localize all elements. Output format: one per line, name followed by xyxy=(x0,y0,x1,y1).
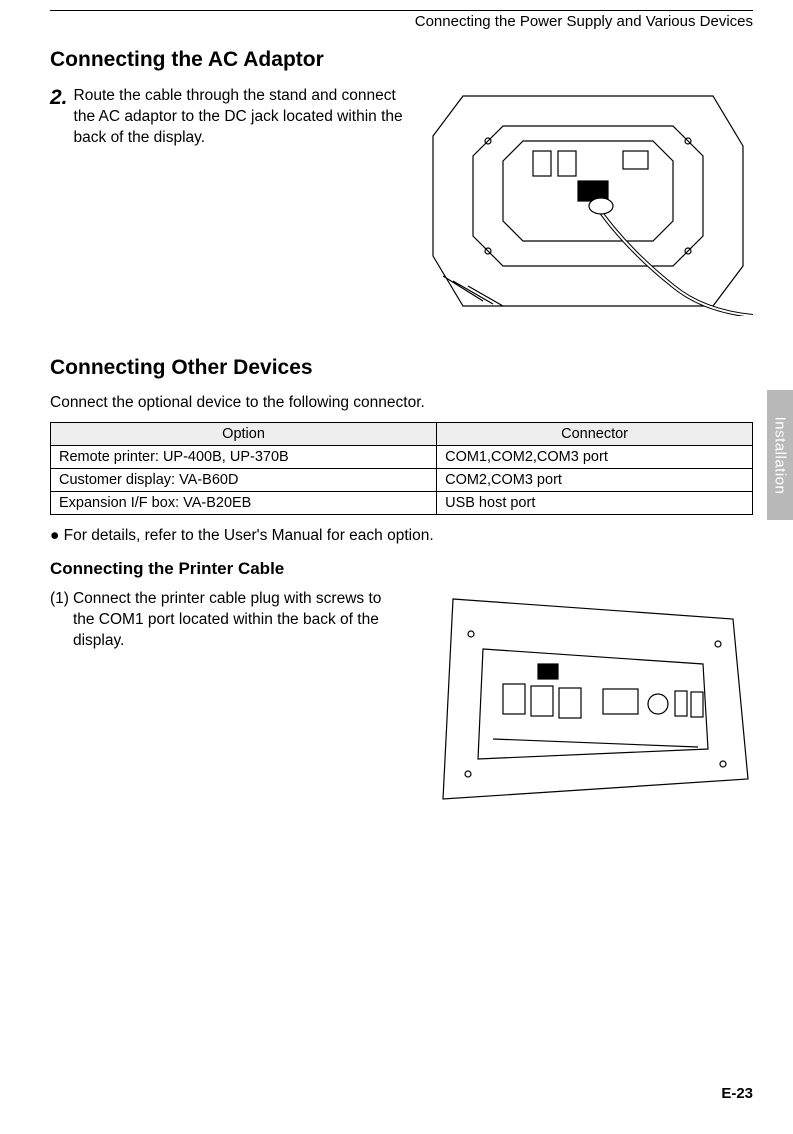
section-title-other-devices: Connecting Other Devices xyxy=(50,356,753,380)
table-row: Remote printer: UP-400B, UP-370B COM1,CO… xyxy=(51,446,753,469)
step-body: Route the cable through the stand and co… xyxy=(74,86,405,149)
printer-cable-step: (1) Connect the printer cable plug with … xyxy=(50,589,753,809)
step-number: 2. xyxy=(50,86,68,109)
table-cell: COM1,COM2,COM3 port xyxy=(437,446,753,469)
ac-adaptor-step: 2. Route the cable through the stand and… xyxy=(50,86,753,316)
figure-printer-cable xyxy=(423,589,753,809)
table-cell: COM2,COM3 port xyxy=(437,469,753,492)
header-breadcrumb: Connecting the Power Supply and Various … xyxy=(50,13,753,30)
step-text-block: 2. Route the cable through the stand and… xyxy=(50,86,405,149)
table-cell: Customer display: VA-B60D xyxy=(51,469,437,492)
section-title-printer-cable: Connecting the Printer Cable xyxy=(50,559,753,579)
table-cell: USB host port xyxy=(437,492,753,515)
page-number: E-23 xyxy=(721,1085,753,1102)
table-cell: Expansion I/F box: VA-B20EB xyxy=(51,492,437,515)
table-header-option: Option xyxy=(51,423,437,446)
other-devices-intro: Connect the optional device to the follo… xyxy=(50,394,753,412)
table-header-row: Option Connector xyxy=(51,423,753,446)
printer-cable-illustration xyxy=(423,589,753,809)
printer-step-number: (1) xyxy=(50,589,69,652)
table-row: Customer display: VA-B60D COM2,COM3 port xyxy=(51,469,753,492)
table-header-connector: Connector xyxy=(437,423,753,446)
table-cell: Remote printer: UP-400B, UP-370B xyxy=(51,446,437,469)
printer-step-text: (1) Connect the printer cable plug with … xyxy=(50,589,405,652)
connector-table: Option Connector Remote printer: UP-400B… xyxy=(50,422,753,515)
other-devices-note: ● For details, refer to the User's Manua… xyxy=(50,527,753,545)
side-tab: Installation xyxy=(767,390,793,520)
section-title-ac-adaptor: Connecting the AC Adaptor xyxy=(50,48,753,72)
table-row: Expansion I/F box: VA-B20EB USB host por… xyxy=(51,492,753,515)
figure-ac-adaptor xyxy=(423,86,753,316)
side-tab-label: Installation xyxy=(772,416,789,494)
printer-step-body: Connect the printer cable plug with scre… xyxy=(73,589,405,652)
ac-adaptor-illustration xyxy=(423,86,753,316)
header-rule xyxy=(50,10,753,11)
